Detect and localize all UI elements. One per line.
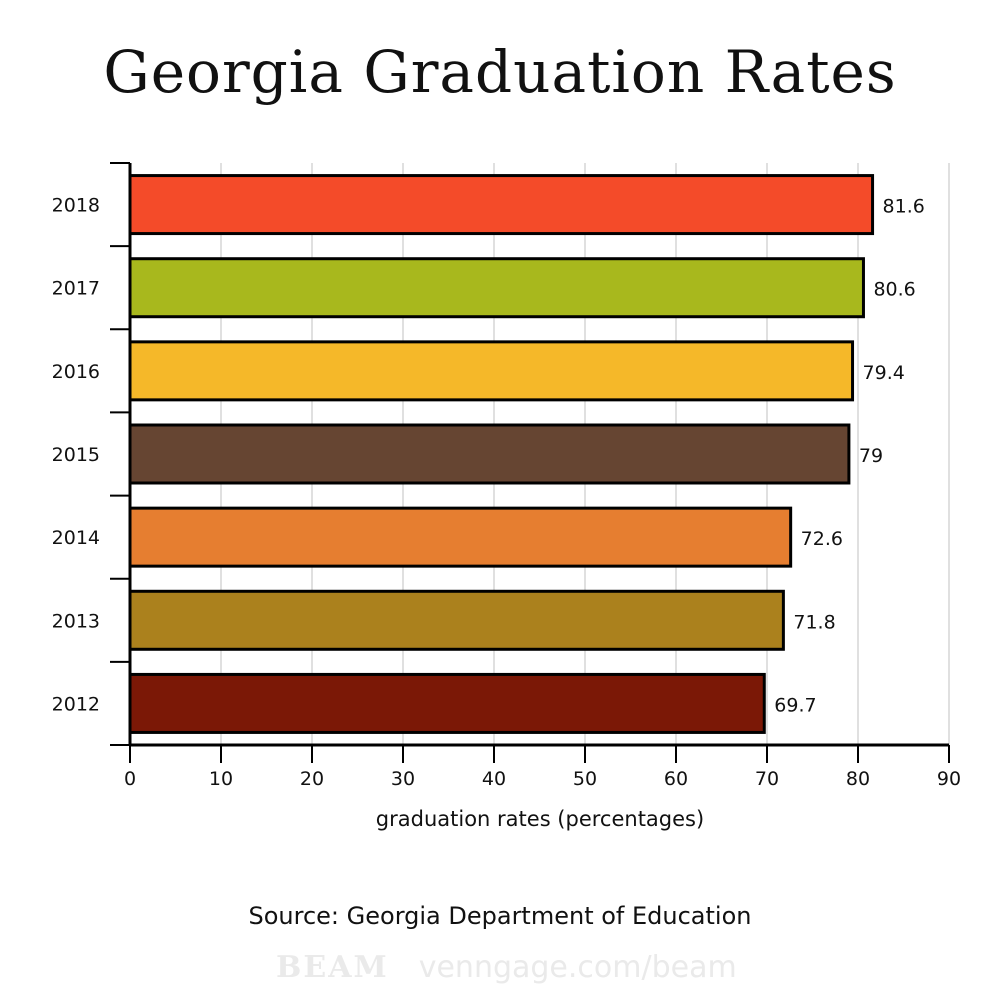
y-tick-label: 2016 (52, 361, 100, 383)
chart-title: Georgia Graduation Rates (103, 38, 897, 106)
watermark-logo: BEAM (276, 950, 389, 985)
x-tick-label: 0 (124, 768, 136, 790)
data-label: 79.4 (863, 362, 905, 384)
x-tick-label: 70 (755, 768, 779, 790)
x-tick-label: 80 (846, 768, 870, 790)
bar-2012 (128, 672, 766, 734)
x-axis-title: graduation rates (percentages) (376, 807, 704, 831)
y-tick-label: 2012 (52, 693, 100, 715)
y-tick-label: 2018 (52, 195, 100, 217)
bar-2016 (128, 340, 855, 402)
bar-2013 (128, 589, 785, 651)
bar-2014 (128, 506, 793, 568)
bar-2015 (128, 423, 851, 485)
x-tick-label: 20 (300, 768, 324, 790)
data-label: 81.6 (883, 196, 925, 218)
data-label: 72.6 (801, 528, 843, 550)
y-tick-label: 2014 (52, 527, 100, 549)
x-tick-label: 60 (664, 768, 688, 790)
x-tick-label: 10 (209, 768, 233, 790)
source-note: Source: Georgia Department of Education (248, 902, 752, 930)
bar-2017 (128, 257, 865, 319)
x-tick-label: 30 (391, 768, 415, 790)
watermark-url: venngage.com/beam (418, 950, 737, 985)
data-label: 71.8 (793, 611, 835, 633)
y-tick-label: 2017 (52, 278, 100, 300)
x-tick-label: 40 (482, 768, 506, 790)
data-label: 79 (859, 445, 883, 467)
watermark: BEAM venngage.com/beam (276, 950, 737, 985)
y-tick-label: 2013 (52, 610, 100, 632)
x-tick-label: 90 (937, 768, 961, 790)
y-tick-label: 2015 (52, 444, 100, 466)
data-label: 69.7 (774, 694, 816, 716)
x-tick-label: 50 (573, 768, 597, 790)
data-label: 80.6 (873, 279, 915, 301)
bar-2018 (128, 174, 875, 236)
